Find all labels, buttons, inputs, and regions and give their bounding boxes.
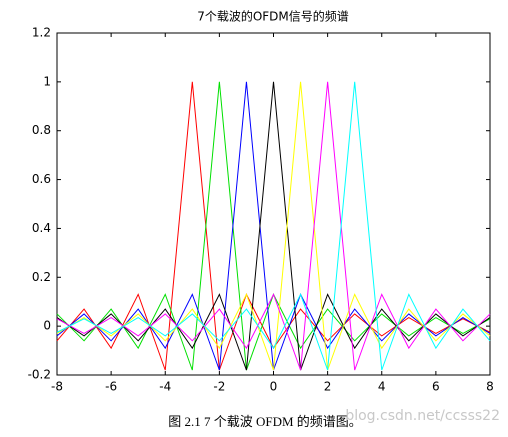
x-tick-label: 2 bbox=[324, 380, 332, 394]
y-tick-label: 1.2 bbox=[32, 26, 51, 40]
x-tick-label: 6 bbox=[432, 380, 440, 394]
x-tick-label: -8 bbox=[51, 380, 63, 394]
x-tick-label: -2 bbox=[213, 380, 225, 394]
y-tick-label: -0.2 bbox=[28, 368, 51, 382]
series-line bbox=[56, 81, 491, 371]
x-tick-label: 4 bbox=[378, 380, 386, 394]
y-tick-label: 0 bbox=[43, 319, 51, 333]
y-tick-label: 0.2 bbox=[32, 270, 51, 284]
chart-title: 7个载波的OFDM信号的频谱 bbox=[197, 9, 349, 24]
y-tick-label: 0.6 bbox=[32, 172, 51, 186]
watermark: blog.csdn.net/ccsss22 bbox=[345, 408, 500, 424]
x-tick-label: -6 bbox=[105, 380, 117, 394]
y-tick-label: 1 bbox=[43, 74, 51, 88]
x-tick-label: -4 bbox=[159, 380, 171, 394]
caption: 图 2.1 7 个载波 OFDM 的频谱图。 bbox=[168, 414, 362, 429]
x-tick-label: 0 bbox=[270, 380, 278, 394]
y-tick-label: 0.8 bbox=[32, 123, 51, 137]
series-line bbox=[56, 81, 491, 371]
series-line bbox=[56, 81, 491, 371]
series-line bbox=[56, 81, 491, 371]
x-tick-label: 8 bbox=[486, 380, 494, 394]
y-tick-label: 0.4 bbox=[32, 221, 51, 235]
